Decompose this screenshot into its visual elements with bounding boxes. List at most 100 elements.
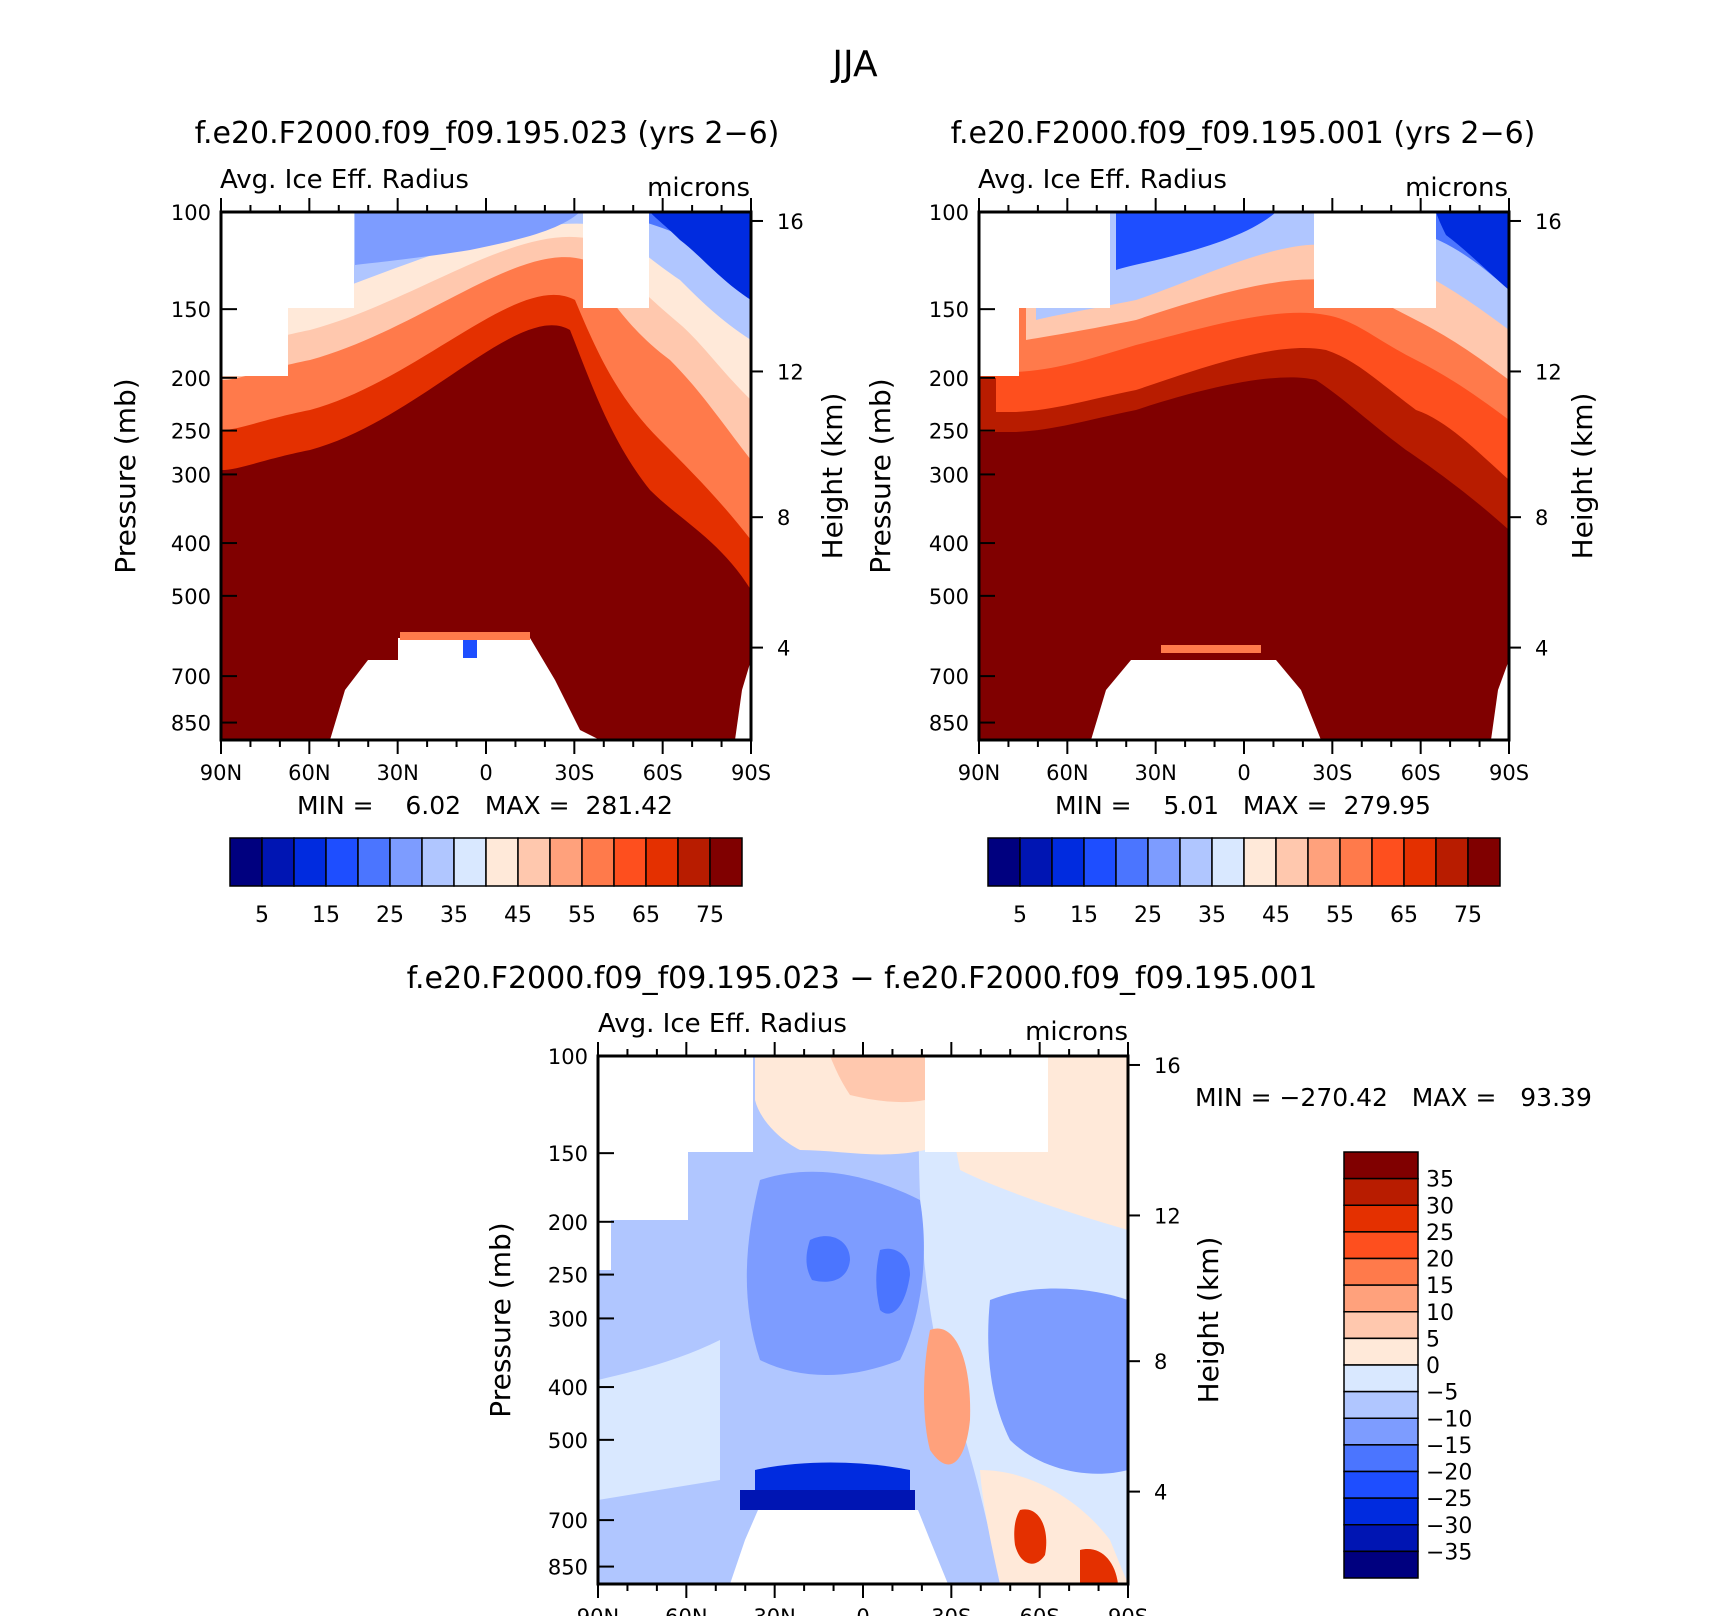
chart-units-label: microns [647,173,750,203]
min-max-stats: MIN = 6.02 MAX = 281.42 [297,791,673,820]
field-band-darkblue [650,212,751,300]
field-band-red-60s [1014,1509,1047,1564]
colorbar-box [261,837,295,887]
colorbar-box [1343,1231,1419,1260]
y-tick-label: 500 [171,585,211,609]
y-tick-label: 300 [929,463,969,487]
colorbar-box [1343,1497,1419,1526]
min-max-stats: MIN = −270.42 MAX = 93.39 [1195,1083,1592,1112]
field-speckle-blue [463,640,477,658]
colorbar-label: 5 [1013,903,1027,928]
colorbar-label: 10 [1426,1301,1454,1326]
x-tick-label: 60N [1046,761,1088,785]
y-tick-label: 150 [171,298,211,322]
colorbar-box [1307,837,1341,887]
x-tick-label: 30S [1312,761,1352,785]
colorbar-label: 20 [1426,1248,1454,1273]
colorbar-box [709,837,743,887]
contour-field [221,212,751,740]
colorbar-label: −10 [1426,1407,1472,1432]
colorbar-label: 75 [696,903,724,928]
colorbar: 5 15 25 35 45 55 65 75 [987,837,1501,928]
colorbar-box [1343,1470,1419,1499]
colorbar-box [1343,1311,1419,1340]
x-tick-label: 0 [1237,761,1250,785]
colorbar-label: 55 [568,903,596,928]
field-band-midblue-south [988,1288,1128,1474]
chart-left-label: Avg. Ice Eff. Radius [978,165,1227,195]
field-band-darkblue-surface [740,1490,915,1510]
y-tick-label: 850 [548,1556,588,1580]
colorbar-box [1339,837,1373,887]
colorbar-box [1343,1284,1419,1313]
colorbar-label: 30 [1426,1194,1454,1219]
y2-axis-label: Height (km) [1566,393,1599,560]
colorbar-box [1343,1204,1419,1233]
colorbar-box [1179,837,1213,887]
y-tick-label: 500 [548,1429,588,1453]
y-axis-label: Pressure (mb) [864,378,897,573]
colorbar-box [613,837,647,887]
chart-top-left: f.e20.F2000.f09_f09.195.023 (yrs 2−6) Av… [109,116,849,928]
colorbar-label: 25 [376,903,404,928]
x-tick-label: 30N [753,1605,795,1616]
colorbar-box [517,837,551,887]
colorbar-label: −25 [1426,1487,1472,1512]
colorbar-box [1343,1364,1419,1393]
y2-tick-label: 16 [777,210,804,234]
min-max-stats: MIN = 5.01 MAX = 279.95 [1055,791,1431,820]
colorbar-box [1083,837,1117,887]
field-band-lightblue-west [598,1340,720,1500]
x-tick-label: 90S [1108,1605,1148,1616]
y-tick-label: 200 [171,367,211,391]
colorbar-label: 0 [1426,1354,1440,1379]
y2-tick-label: 8 [777,506,790,530]
colorbar-box [549,837,583,887]
field-band-blue-center-right [876,1248,910,1314]
field-mask-topleft-step [979,308,1019,376]
colorbar-label: −5 [1426,1381,1458,1406]
y-tick-label: 500 [929,585,969,609]
y-tick-label: 250 [929,420,969,444]
colorbar-box [1343,1444,1419,1473]
x-tick-label: 30N [1134,761,1176,785]
x-tick-label: 60S [1401,761,1441,785]
colorbar: 5 15 25 35 45 55 65 75 [229,837,743,928]
chart-title: f.e20.F2000.f09_f09.195.023 − f.e20.F200… [407,961,1318,996]
y-tick-label: 250 [548,1264,588,1288]
y-tick-label: 850 [171,712,211,736]
colorbar-label: 75 [1454,903,1482,928]
colorbar-box [1435,837,1469,887]
colorbar-label: 5 [255,903,269,928]
colorbar-label: 55 [1326,903,1354,928]
y-tick-label: 400 [929,532,969,556]
y2-tick-label: 4 [777,637,790,661]
colorbar-box [677,837,711,887]
field-band-peach-top [830,1056,925,1103]
y-tick-label: 200 [929,367,969,391]
field-mask-topright [925,1056,1048,1152]
y2-tick-label: 16 [1154,1054,1181,1078]
colorbar-box [421,837,455,887]
colorbar-box [325,837,359,887]
colorbar-label: 45 [504,903,532,928]
y2-tick-label: 12 [777,360,804,384]
field-mask-topleft-step [221,308,288,376]
colorbar-label: 35 [1198,903,1226,928]
y2-tick-label: 16 [1535,210,1562,234]
colorbar-label: 35 [1426,1168,1454,1193]
x-tick-label: 90N [577,1605,619,1616]
y-tick-label: 400 [548,1376,588,1400]
y-tick-label: 700 [929,665,969,689]
y-axis-label: Pressure (mb) [109,378,142,573]
field-mask-surface [330,638,600,740]
colorbar-box [1467,837,1501,887]
y2-tick-label: 4 [1154,1481,1167,1505]
y2-axis-label: Height (km) [816,393,849,560]
x-tick-label: 90N [200,761,242,785]
chart-title: f.e20.F2000.f09_f09.195.023 (yrs 2−6) [195,116,780,151]
colorbar-label: 65 [632,903,660,928]
y-tick-label: 250 [171,420,211,444]
